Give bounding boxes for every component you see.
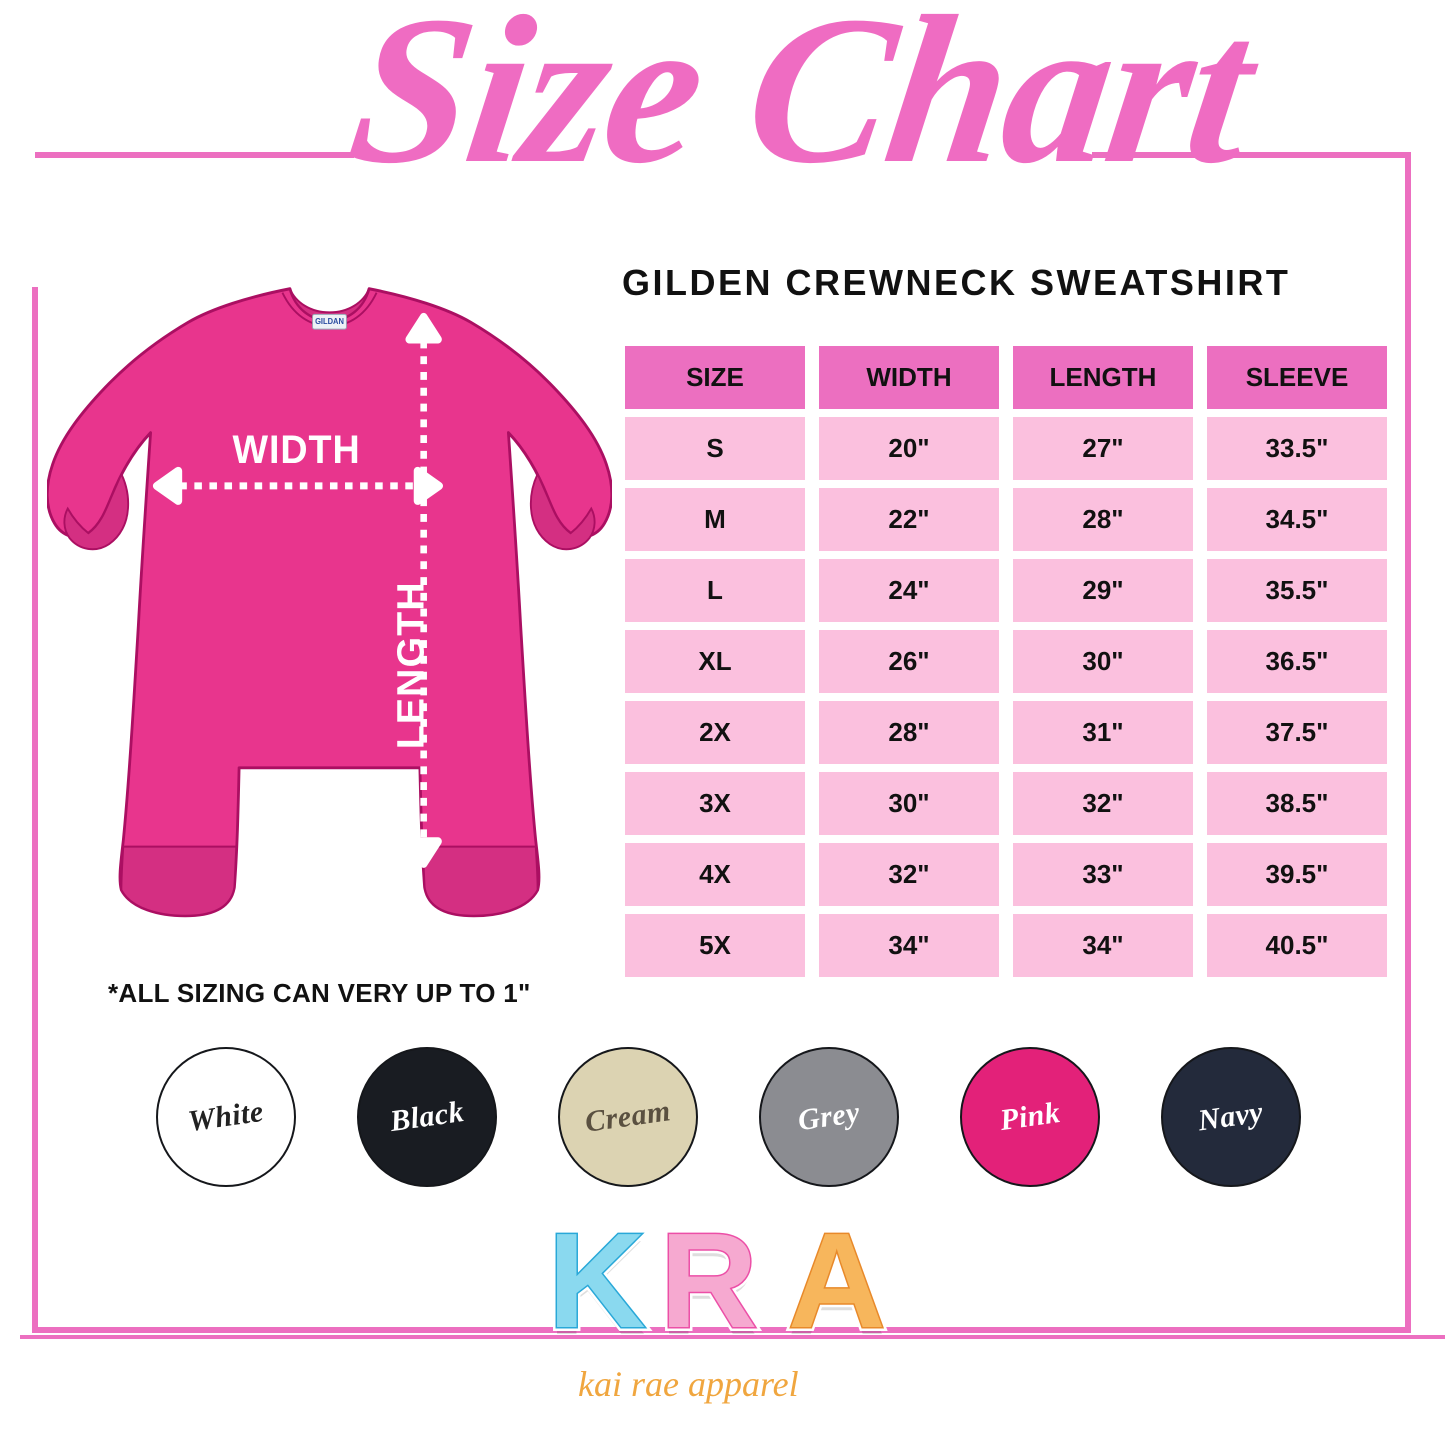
svg-text:LENGTH: LENGTH — [390, 581, 432, 749]
svg-text:GILDAN: GILDAN — [315, 317, 344, 326]
svg-text:WIDTH: WIDTH — [232, 428, 360, 472]
